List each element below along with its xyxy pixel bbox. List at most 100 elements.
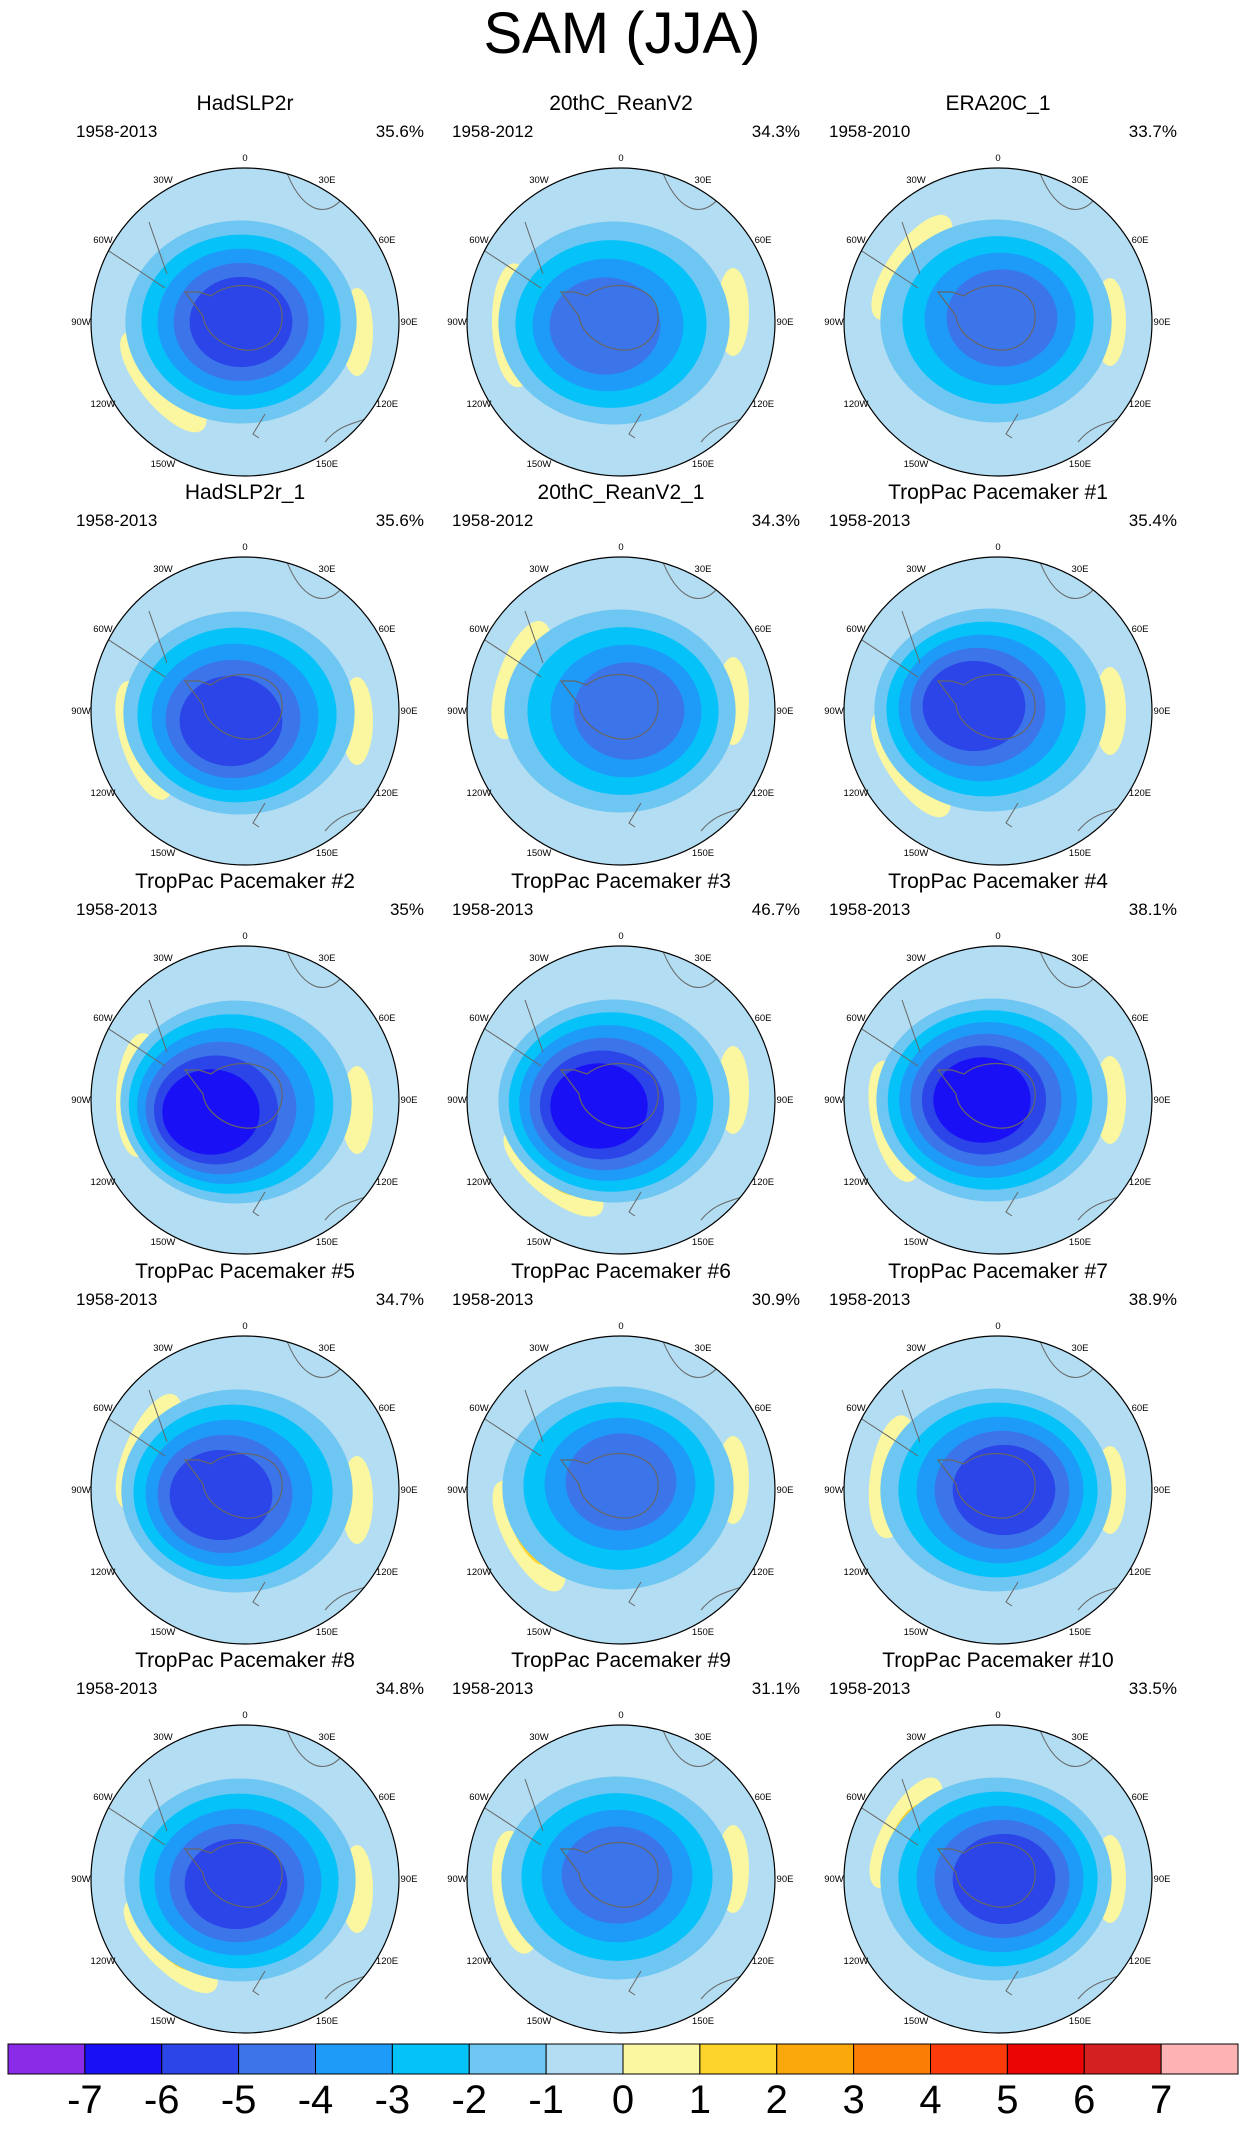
longitude-label: 60W xyxy=(846,1013,866,1024)
longitude-label: 120E xyxy=(376,399,398,410)
longitude-label: 90W xyxy=(71,706,91,717)
antarctica-coastline xyxy=(936,1062,1036,1129)
longitude-label: 150E xyxy=(1069,848,1091,859)
antarctica-coastline xyxy=(936,1452,1036,1519)
map-panel: TropPac Pacemaker #8 1958-2013 34.8% 0 30E 60… xyxy=(38,1649,452,2039)
negative-anomaly-contour xyxy=(922,660,1026,752)
longitude-label: 120E xyxy=(376,788,398,799)
panel-years: 1958-2010 xyxy=(829,122,911,141)
colorbar-swatch xyxy=(1160,2043,1239,2075)
colorbar-swatch xyxy=(161,2043,240,2075)
longitude-label: 90E xyxy=(1154,1485,1171,1496)
africa-coastline xyxy=(1037,1336,1095,1378)
map-border xyxy=(466,556,776,866)
longitude-label: 120W xyxy=(467,399,492,410)
longitude-label: 60W xyxy=(846,1403,866,1414)
panel-title: TropPac Pacemaker #5 xyxy=(135,1260,355,1283)
longitude-label: 90W xyxy=(824,317,844,328)
map-border xyxy=(90,945,400,1255)
panel-years: 1958-2013 xyxy=(76,900,158,919)
map-panel: TropPac Pacemaker #3 1958-2013 46.7% 0 30E 60… xyxy=(414,870,828,1260)
map-border xyxy=(466,167,776,477)
longitude-label: 0 xyxy=(618,1710,623,1721)
longitude-label: 30W xyxy=(906,1732,926,1743)
map-panel: HadSLP2r 1958-2013 35.6% 0 30E 60E 90E 120E 150E… xyxy=(38,92,452,482)
map-border xyxy=(843,1724,1153,2034)
panel-variance: 34.8% xyxy=(375,1679,424,1698)
colorbar-tick-label: 6 xyxy=(1073,2078,1096,2122)
colorbar-swatch xyxy=(7,2043,86,2075)
panel-title: 20thC_ReanV2 xyxy=(549,92,693,115)
longitude-label: 30W xyxy=(906,564,926,575)
antarctica-coastline xyxy=(183,1452,283,1519)
panel-years: 1958-2012 xyxy=(452,122,534,141)
polar-map: 0 30E 60E 90E 120E 150E 180 150W 120W 90W 60W 30W xyxy=(447,1710,793,2039)
longitude-label: 0 xyxy=(995,542,1000,553)
colorbar-swatch xyxy=(930,2043,1008,2075)
longitude-label: 30W xyxy=(153,1343,173,1354)
longitude-label: 120W xyxy=(91,1567,116,1578)
longitude-label: 60E xyxy=(1132,1013,1149,1024)
longitude-label: 30W xyxy=(153,1732,173,1743)
longitude-label: 60W xyxy=(93,624,113,635)
colorbar-tick-label: -2 xyxy=(451,2078,488,2122)
antarctica-coastline xyxy=(936,284,1036,351)
longitude-label: 30E xyxy=(695,175,712,186)
colorbar-swatch xyxy=(776,2043,855,2075)
negative-anomaly-contour xyxy=(550,1063,648,1149)
panel-variance: 34.3% xyxy=(751,511,800,530)
negative-anomaly-contour xyxy=(573,662,685,760)
polar-map: 0 30E 60E 90E 120E 150E 180 150W 120W 90W 60W 30W xyxy=(447,1321,794,1650)
longitude-label: 120E xyxy=(752,788,774,799)
longitude-label: 30E xyxy=(1072,1343,1089,1354)
longitude-label: 90E xyxy=(777,1485,794,1496)
longitude-label: 60W xyxy=(93,1792,113,1803)
longitude-label: 30E xyxy=(695,1732,712,1743)
africa-coastline xyxy=(284,1336,342,1378)
colorbar-swatch xyxy=(238,2043,316,2075)
map-panel: HadSLP2r_1 1958-2013 35.6% 0 30E 60E 90E 120E 15… xyxy=(38,481,452,871)
longitude-label: 120E xyxy=(1129,1956,1151,1967)
longitude-label: 0 xyxy=(995,153,1000,164)
longitude-label: 30E xyxy=(695,1343,712,1354)
south-america-coastline xyxy=(470,610,544,678)
longitude-label: 120E xyxy=(752,1956,774,1967)
longitude-label: 30E xyxy=(1072,953,1089,964)
panel-variance: 35% xyxy=(389,900,424,919)
longitude-label: 180 xyxy=(990,481,1006,482)
panel-years: 1958-2013 xyxy=(76,511,158,530)
panel-years: 1958-2013 xyxy=(76,122,158,141)
longitude-label: 0 xyxy=(242,1321,247,1332)
south-america-coastline xyxy=(94,221,168,289)
longitude-label: 150W xyxy=(151,848,176,859)
longitude-label: 90E xyxy=(401,1095,418,1106)
longitude-label: 180 xyxy=(990,2038,1006,2039)
longitude-label: 90E xyxy=(401,706,418,717)
antarctica-coastline xyxy=(559,1062,659,1129)
longitude-label: 30W xyxy=(906,175,926,186)
longitude-label: 90E xyxy=(777,317,794,328)
longitude-label: 60E xyxy=(755,1792,772,1803)
longitude-label: 120W xyxy=(844,1956,869,1967)
panel-title: 20thC_ReanV2_1 xyxy=(537,481,705,504)
panel-title: TropPac Pacemaker #1 xyxy=(888,481,1108,504)
colorbar-tick-label: 0 xyxy=(611,2078,635,2122)
negative-anomaly-contour xyxy=(549,277,661,375)
map-panel: ERA20C_1 1958-2010 33.7% 0 30E 60E 90E 120E 150E… xyxy=(791,92,1205,482)
longitude-label: 150W xyxy=(904,848,929,859)
longitude-label: 180 xyxy=(613,2038,629,2039)
longitude-label: 150W xyxy=(527,848,552,859)
panel-title: TropPac Pacemaker #6 xyxy=(511,1260,731,1283)
polar-map: 0 30E 60E 90E 120E 150E 180 150W 120W 90W 60W 30W xyxy=(824,153,1170,482)
longitude-label: 30E xyxy=(319,175,336,186)
longitude-label: 120W xyxy=(91,1956,116,1967)
africa-coastline xyxy=(1037,946,1095,988)
africa-coastline xyxy=(1037,1725,1095,1767)
longitude-label: 120E xyxy=(376,1956,398,1967)
longitude-label: 120E xyxy=(752,1567,774,1578)
panel-variance: 34.7% xyxy=(375,1290,424,1309)
longitude-label: 180 xyxy=(237,1649,253,1650)
colorbar-tick-label: -1 xyxy=(528,2078,564,2122)
colorbar-tick-label: 4 xyxy=(919,2078,942,2122)
